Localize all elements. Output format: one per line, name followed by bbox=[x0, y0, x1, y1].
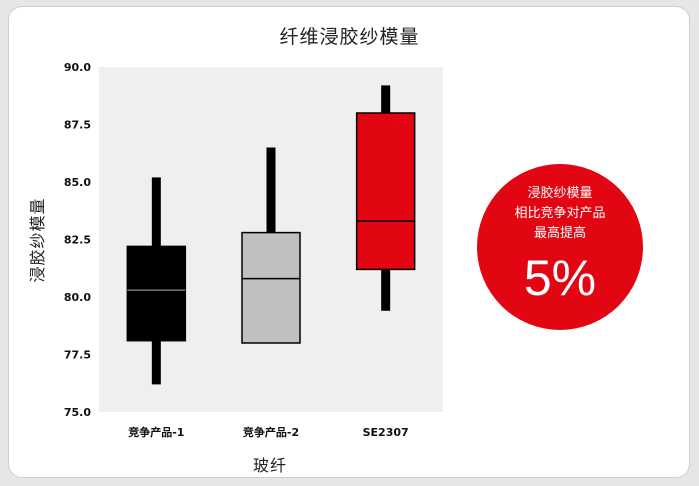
callout-value: 5% bbox=[523, 250, 597, 306]
whisker-upper bbox=[266, 147, 276, 233]
y-tick-label: 75.0 bbox=[64, 406, 91, 419]
y-tick-label: 90.0 bbox=[64, 61, 91, 74]
x-tick-label: 竞争产品-2 bbox=[243, 425, 299, 439]
box-body bbox=[355, 112, 416, 271]
callout-line-1: 浸胶纱模量 bbox=[527, 186, 593, 201]
y-tick-label: 87.5 bbox=[64, 119, 91, 132]
y-tick-label: 82.5 bbox=[64, 234, 91, 247]
box-body bbox=[126, 245, 187, 342]
chart-title: 纤维浸胶纱模量 bbox=[279, 26, 420, 48]
whisker-upper bbox=[151, 177, 161, 247]
x-tick-label: SE2307 bbox=[363, 426, 409, 439]
whisker-lower bbox=[151, 340, 161, 385]
improvement-callout: 浸胶纱模量 相比竞争对产品 最高提高 5% bbox=[477, 164, 643, 330]
callout-line-2: 相比竞争对产品 bbox=[514, 206, 606, 221]
callout-line-3: 最高提高 bbox=[533, 226, 586, 241]
box-body bbox=[241, 231, 301, 344]
x-axis-label: 玻纤 bbox=[252, 456, 288, 475]
y-tick-label: 77.5 bbox=[64, 349, 91, 362]
whisker-upper bbox=[381, 85, 391, 113]
whisker-lower bbox=[381, 269, 391, 311]
y-tick-label: 85.0 bbox=[64, 176, 91, 189]
x-tick-label: 竞争产品-1 bbox=[128, 425, 184, 439]
y-tick-label: 80.0 bbox=[64, 291, 91, 304]
